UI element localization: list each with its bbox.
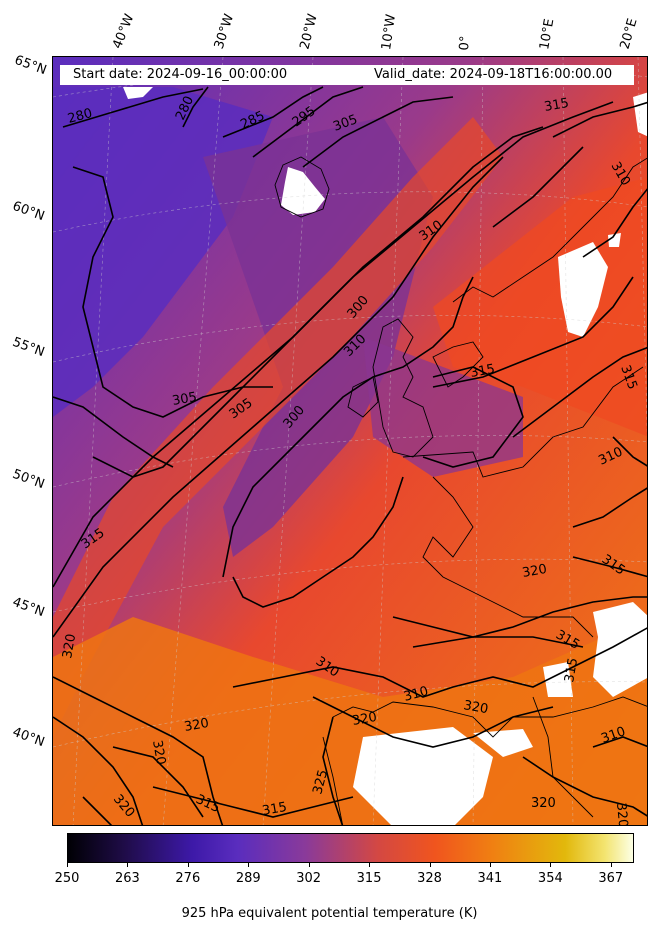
colorbar-tickmark (489, 863, 491, 867)
contour-label: 320 (183, 716, 210, 735)
contour-label: 315 (469, 362, 496, 381)
hot-region-south (53, 617, 647, 825)
contour-lines (53, 86, 647, 825)
colorbar-tick-label: 263 (114, 871, 140, 886)
colorbar-tickmark (187, 863, 189, 867)
temperature-field-map: 280 280 285 295 305 315 310 310 300 305 … (53, 57, 647, 826)
contour-label: 320 (613, 802, 630, 826)
lat-label-55n: 55°N (10, 334, 47, 361)
contour-label: 315 (562, 657, 581, 684)
contour-label: 320 (351, 710, 378, 729)
colorbar-tick-label: 328 (417, 871, 442, 886)
lon-label-0: 0° (457, 35, 474, 51)
header-bar (60, 65, 634, 85)
colorbar-tickmark (308, 863, 310, 867)
missing-scandinavia (558, 242, 608, 337)
start-date-label: Start date: 2024-09-16_00:00:00 (73, 67, 288, 82)
colorbar-tickmark (550, 863, 552, 867)
missing-iberia (353, 727, 493, 825)
colorbar-tickmark (610, 863, 612, 867)
colorbar-tick-label: 354 (537, 871, 563, 886)
colorbar-tick-label: 250 (54, 871, 80, 886)
colorbar-tick-label: 367 (598, 871, 624, 886)
colorbar-tickmark (369, 863, 371, 867)
colorbar-tick-label: 276 (175, 871, 201, 886)
contour-label: 305 (171, 390, 198, 409)
warm-conveyor-band (53, 117, 503, 737)
contour-label: 320 (149, 739, 168, 766)
warm-region-scandinavia (433, 177, 647, 437)
contour-label: 320 (462, 698, 489, 717)
contour-label: 325 (310, 768, 331, 796)
colorbar-tick-label: 315 (356, 871, 382, 886)
colorbar-tickmark (429, 863, 431, 867)
valid-date-label: Valid_date: 2024-09-18T16:00:00.00 (374, 67, 613, 82)
cold-region-north-sea (363, 337, 523, 477)
lon-label-40w: 40°W (110, 12, 138, 51)
lat-label-40n: 40°N (10, 724, 47, 751)
contour-label: 315 (261, 800, 288, 819)
colorbar-label: 925 hPa equivalent potential temperature… (181, 906, 478, 921)
contour-label: 310 (402, 684, 430, 705)
contour-label: 320 (531, 796, 556, 811)
lat-label-45n: 45°N (10, 594, 47, 621)
colorbar-tick-label: 289 (235, 871, 261, 886)
missing-scandinavia-small (608, 233, 621, 247)
missing-alps (593, 602, 647, 697)
lat-label-65n: 65°N (12, 52, 49, 79)
lat-label-60n: 60°N (10, 198, 47, 225)
colorbar-tickmark (127, 863, 129, 867)
colorbar-tick-label: 302 (296, 871, 322, 886)
colorbar-tickmark (248, 863, 250, 867)
contour-label: 280 (66, 106, 94, 127)
missing-iceland (281, 167, 325, 215)
map-plot-area: 280 280 285 295 305 315 310 310 300 305 … (52, 56, 648, 826)
lon-label-20e: 20°E (617, 16, 641, 52)
graticule (53, 57, 647, 825)
missing-pyrenees (473, 729, 533, 757)
lon-label-10w: 10°W (379, 13, 399, 51)
colorbar-tick-label: 341 (477, 871, 503, 886)
missing-greenland (123, 87, 153, 99)
lat-label-50n: 50°N (10, 466, 47, 493)
colorbar (67, 833, 634, 863)
lon-label-10e: 10°E (537, 17, 558, 52)
lon-label-20w: 20°W (297, 12, 321, 51)
colorbar-tickmark (67, 863, 68, 867)
lon-label-30w: 30°W (211, 12, 238, 51)
contour-label: 320 (60, 633, 79, 660)
contour-label: 315 (543, 96, 570, 115)
contour-label: 320 (521, 562, 548, 581)
